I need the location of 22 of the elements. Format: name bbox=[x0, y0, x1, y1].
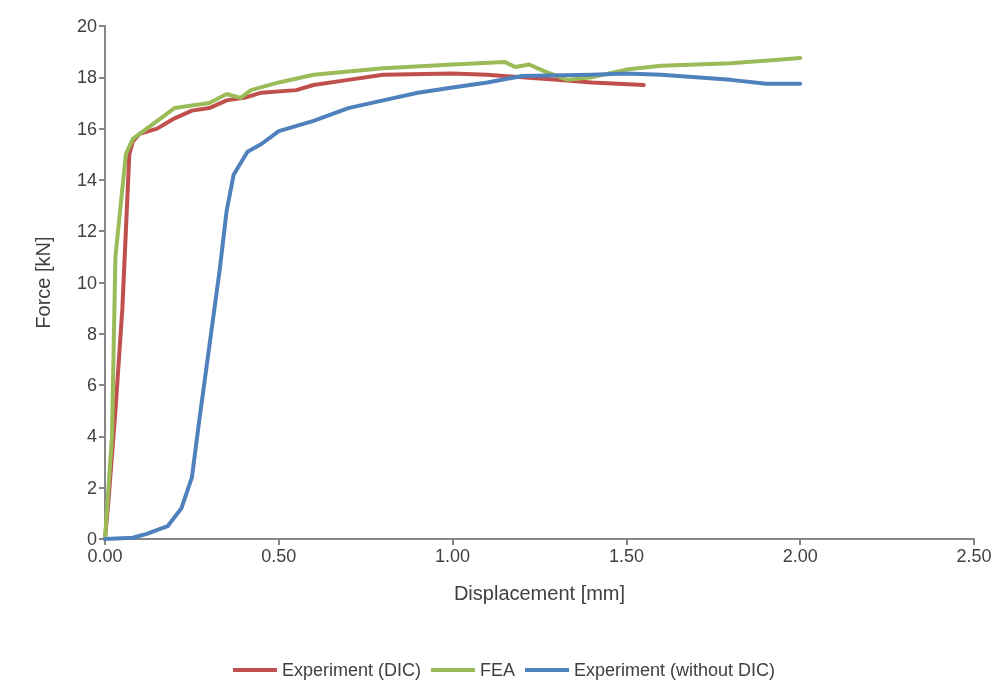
y-tick-label: 14 bbox=[76, 169, 97, 190]
y-tick-label: 10 bbox=[76, 272, 97, 293]
legend-label: Experiment (DIC) bbox=[281, 660, 421, 680]
x-tick-label: 0.50 bbox=[261, 546, 297, 566]
y-tick-label: 8 bbox=[86, 323, 97, 344]
y-axis-title: Force [kN] bbox=[32, 236, 54, 329]
y-tick-label: 0 bbox=[86, 529, 97, 549]
legend-label: Experiment (without DIC) bbox=[573, 660, 776, 680]
x-axis-title: Displacement [mm] bbox=[453, 582, 626, 604]
x-tick-label: 2.00 bbox=[782, 546, 818, 566]
legend-label: FEA bbox=[479, 660, 515, 680]
y-tick-label: 16 bbox=[76, 118, 97, 139]
y-tick-label: 6 bbox=[86, 375, 97, 396]
x-tick-label: 1.00 bbox=[435, 546, 471, 566]
y-tick-label: 20 bbox=[76, 16, 97, 36]
x-tick-label: 0.00 bbox=[87, 546, 123, 566]
y-tick-label: 4 bbox=[86, 426, 97, 447]
y-tick-label: 18 bbox=[76, 67, 97, 88]
x-tick-label: 1.50 bbox=[608, 546, 644, 566]
x-tick-label: 2.50 bbox=[956, 546, 992, 566]
y-tick-label: 2 bbox=[86, 477, 97, 498]
y-tick-label: 12 bbox=[76, 221, 97, 242]
